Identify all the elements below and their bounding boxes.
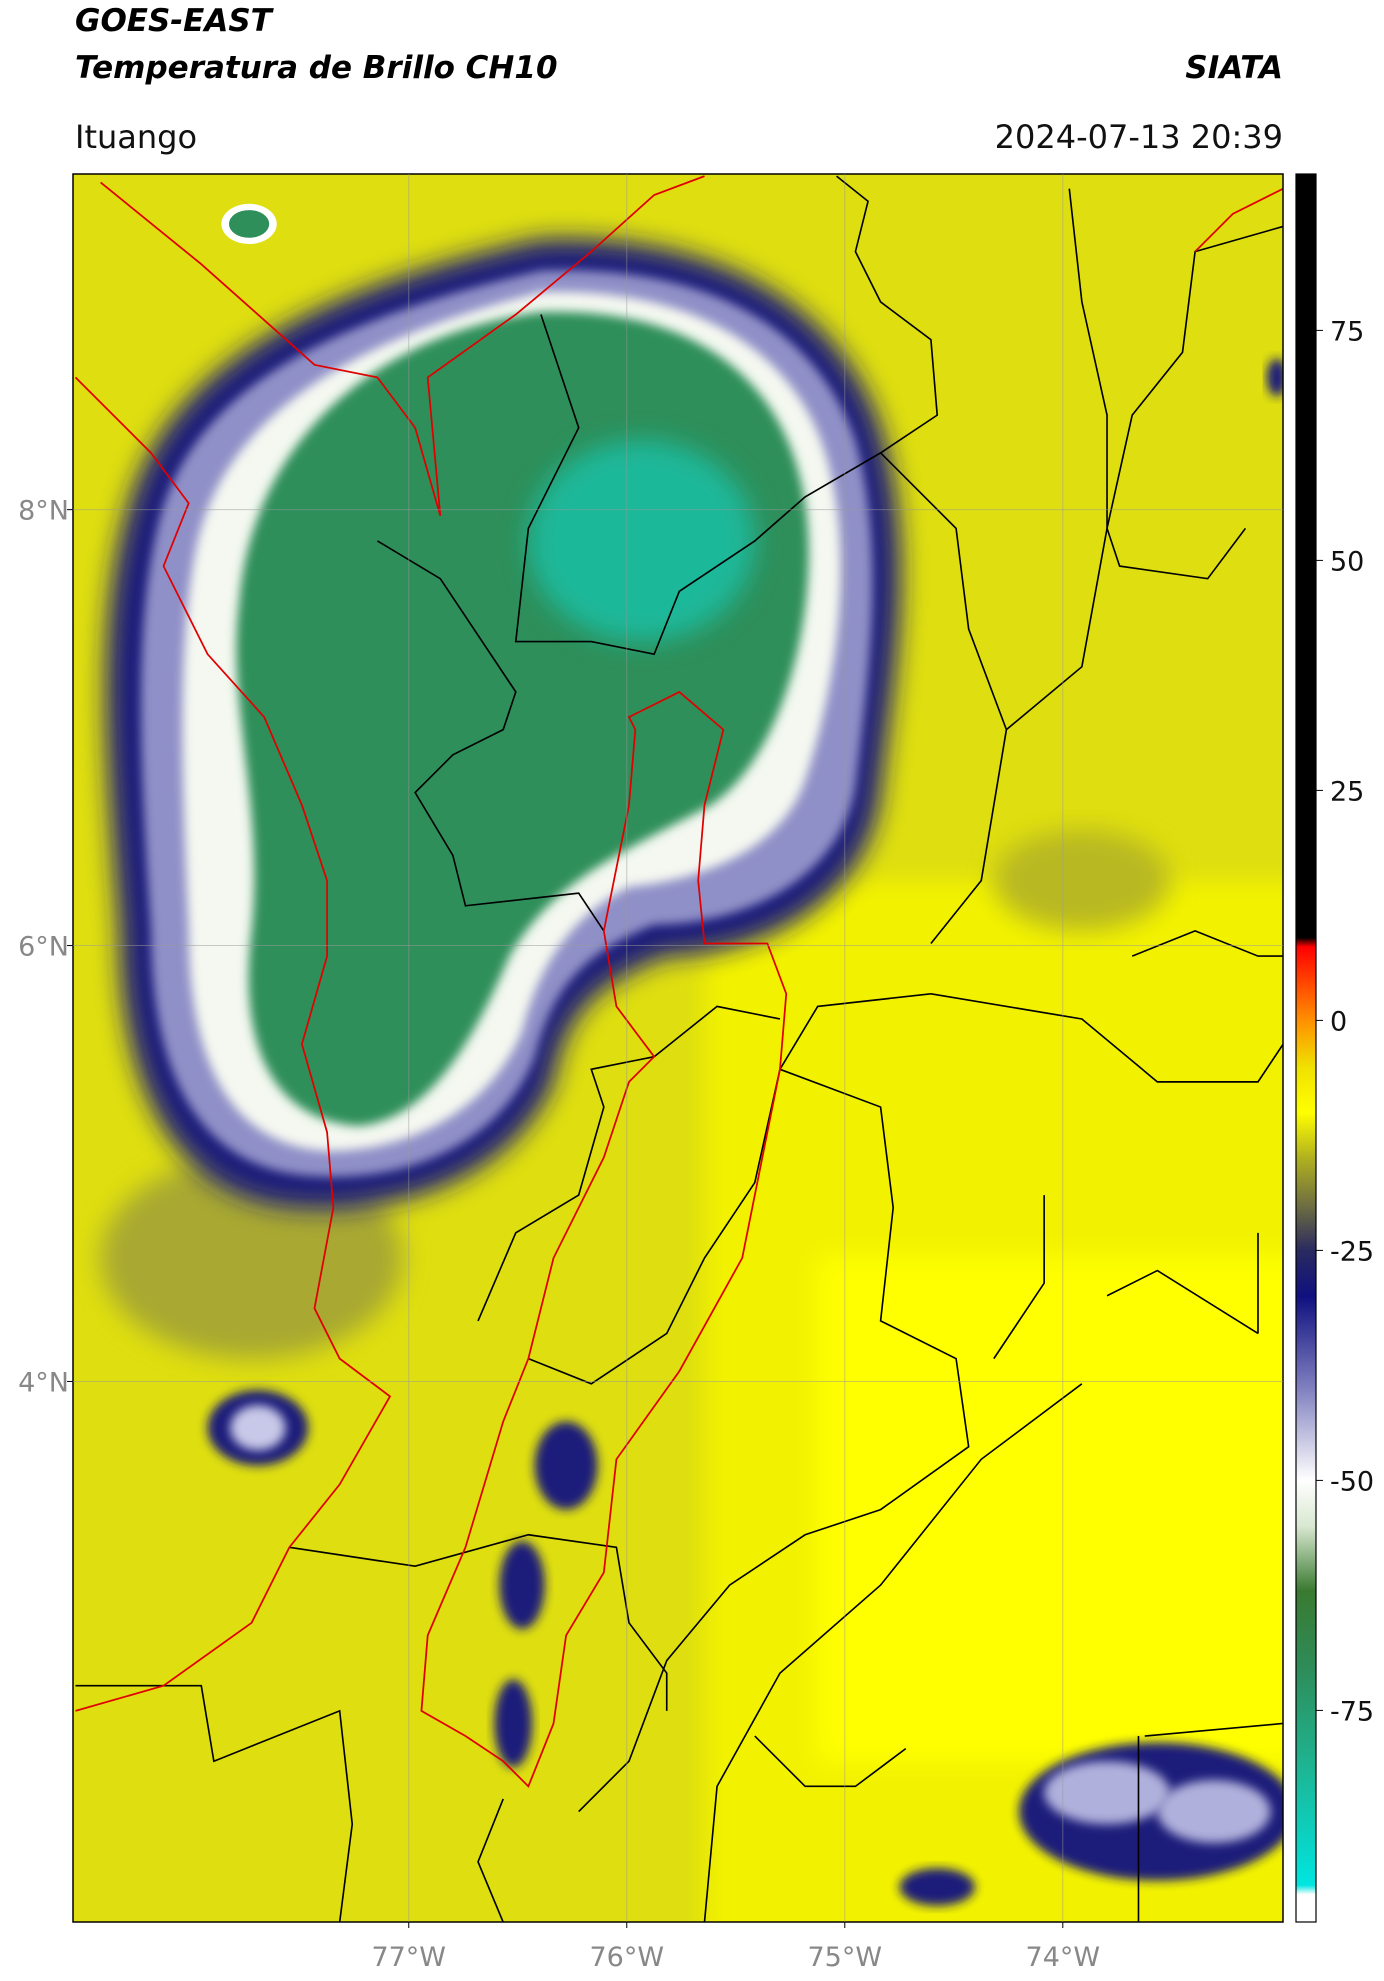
y-tick-label: 6°N <box>18 932 69 963</box>
title: GOES-EAST <box>75 3 275 39</box>
location: Ituango <box>75 118 197 156</box>
colorbar-tick-label: -75 <box>1330 1696 1374 1727</box>
colorbar-tick-label: 25 <box>1330 776 1364 807</box>
colorbar-tick-label: 75 <box>1330 316 1364 347</box>
source: SIATA <box>1185 50 1283 86</box>
x-tick-label: 74°W <box>1026 1942 1101 1973</box>
colorbar-tick-label: -50 <box>1330 1466 1374 1497</box>
x-tick-label: 75°W <box>808 1942 883 1973</box>
y-tick-label: 4°N <box>18 1367 69 1398</box>
colorbar-tick-label: -25 <box>1330 1236 1374 1267</box>
graticule <box>67 174 1283 1928</box>
colorbar <box>1295 173 1317 1923</box>
y-tick-label: 8°N <box>18 496 69 527</box>
map-frame <box>72 173 1284 1923</box>
subtitle: Temperatura de Brillo CH10 <box>75 50 558 86</box>
x-tick-label: 76°W <box>589 1942 664 1973</box>
timestamp: 2024-07-13 20:39 <box>995 118 1283 156</box>
colorbar-tick-label: 0 <box>1330 1006 1347 1037</box>
colorbar-tick-label: 50 <box>1330 546 1364 577</box>
x-tick-label: 77°W <box>371 1942 446 1973</box>
